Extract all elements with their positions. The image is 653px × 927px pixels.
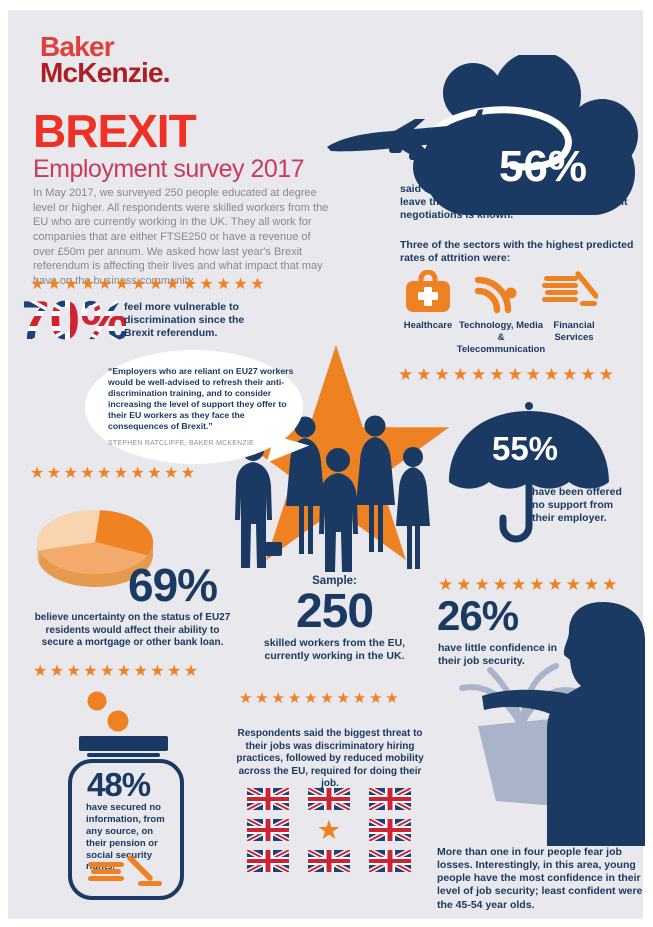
savings-pen-icon: [88, 855, 162, 886]
pie-chart: [37, 509, 154, 587]
jar-icon: [68, 759, 184, 900]
signal-icon: [474, 276, 517, 314]
sector-label-tmt: Technology, Media & Telecommunication: [456, 320, 546, 355]
page-subtitle: Employment survey 2017: [33, 155, 305, 183]
sectors-heading: Three of the sectors with the highest pr…: [400, 239, 634, 265]
star-row-5: ★★★★★★★★★★: [33, 661, 201, 680]
umbrella-icon: [449, 411, 609, 489]
leave-stat-value: 56%: [499, 142, 587, 191]
star-row-2: ★★★★★★★★★★★★: [398, 365, 617, 385]
confidence-stat-text: have little confidence in their job secu…: [438, 642, 558, 668]
mortgage-stat-value: 69%: [128, 559, 218, 611]
svg-text:70%: 70%: [24, 292, 126, 350]
pie-slice-bright: [95, 510, 154, 556]
confidence-stat-value: 26%: [437, 592, 519, 639]
pie-slice-medium: [39, 542, 148, 574]
leave-stat-text: said that they were likely or highly lik…: [400, 183, 628, 222]
sample-text: skilled workers from the EU, currently w…: [263, 637, 406, 663]
contrail-swoosh: [416, 106, 572, 171]
flag-grid-star-icon: ★: [316, 814, 342, 846]
jar-lid: [79, 736, 168, 751]
man-silhouette: [482, 602, 645, 846]
star-row-6: ★★★★★★★★★★: [239, 689, 402, 707]
flag-grid: ★: [247, 788, 411, 872]
uk-flag-icon: [308, 850, 350, 872]
page-title: BREXIT: [33, 105, 197, 157]
threat-text: Respondents said the biggest threat to t…: [236, 728, 424, 789]
money-pen-icon: [542, 271, 598, 306]
uk-flag-icon: [247, 819, 289, 841]
star-row-3: ★★★★★★★★★★: [30, 463, 198, 482]
coins-icon: [87, 691, 129, 732]
umbrella-illustration: 55%: [449, 402, 609, 543]
uk-flag-icon: [369, 850, 411, 872]
plane-cloud-illustration: 56%: [327, 55, 638, 215]
logo-line2: McKenzie.: [40, 57, 171, 89]
pie-slice-light: [37, 509, 101, 551]
uk-flag-icon: [369, 788, 411, 810]
uk-flag-icon: [308, 788, 350, 810]
support-stat-value: 55%: [492, 430, 558, 467]
star-row-1: ★★★★★★★★★★★★★★: [30, 274, 268, 293]
quote-text: “Employers who are reliant on EU27 worke…: [108, 366, 294, 431]
speech-bubble: [85, 350, 303, 464]
jar-lip: [87, 753, 160, 757]
logo-line1: Baker: [40, 31, 115, 62]
sector-label-healthcare: Healthcare: [403, 320, 453, 331]
uk-flag-icon: [247, 788, 289, 810]
man-with-plant-illustration: [459, 602, 645, 846]
uk-flag-icon: [247, 850, 289, 872]
vulnerable-stat-text: feel more vulnerable to discrimination s…: [124, 301, 245, 340]
intro-paragraph: In May 2017, we surveyed 250 people educ…: [33, 187, 329, 287]
job-losses-text: More than one in four people fear job lo…: [437, 846, 643, 911]
quote-attribution: STEPHEN RATCLIFFE, BAKER MCKENZIE: [108, 440, 255, 447]
support-stat-text: have been offered no support from their …: [532, 486, 622, 525]
vulnerable-stat-value-unionjack: 70%: [24, 292, 126, 350]
uk-flag-icon: [369, 819, 411, 841]
sample-label: Sample:: [312, 575, 357, 587]
star-row-4: ★★★★★★★★★★: [438, 575, 621, 595]
sector-label-financial: Financial Services: [553, 320, 595, 343]
sample-value: 250: [295, 585, 374, 638]
medical-bag-icon: [406, 270, 450, 312]
mortgage-stat-text: believe uncertainty on the status of EU2…: [34, 612, 231, 648]
pension-stat-value: 48%: [87, 766, 151, 803]
baker-mckenzie-logo: Baker McKenzie.: [40, 31, 171, 89]
airplane-icon: [327, 109, 483, 161]
people-silhouettes: [235, 415, 430, 572]
